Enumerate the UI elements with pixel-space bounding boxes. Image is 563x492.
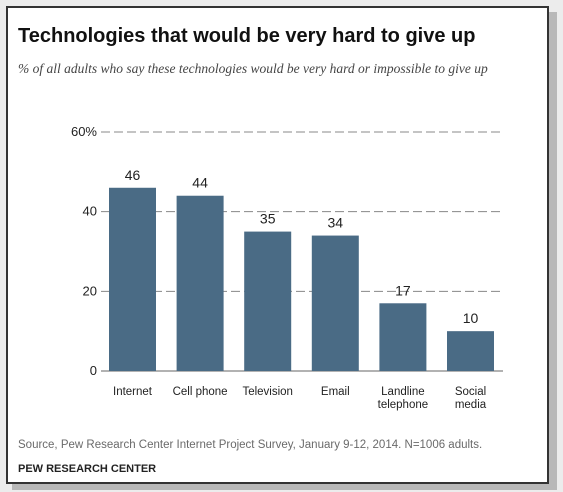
bar-chart: 0 20 40 60% 46 Internet 44 Cell phone 35 Televisi…: [71, 124, 503, 411]
bar-4: [379, 303, 427, 371]
data-label-4: 17: [395, 282, 411, 298]
x-tick-label-1-0: Cell phone: [173, 386, 228, 398]
data-label-1: 44: [192, 175, 208, 191]
x-tick-label-2-0: Television: [242, 386, 293, 398]
source-note: Source, Pew Research Center Internet Pro…: [18, 439, 483, 451]
x-tick-label-4-0: Landline: [381, 386, 424, 398]
x-tick-label-4-1: telephone: [378, 399, 429, 411]
x-tick-label-5-0: Social: [455, 386, 486, 398]
y-tick-label-60: 60%: [71, 124, 97, 139]
gridlines: [101, 131, 503, 372]
data-label-2: 35: [260, 211, 276, 227]
x-tick-label-0-0: Internet: [113, 386, 153, 398]
chart-title: Technologies that would be very hard to …: [18, 25, 476, 47]
y-tick-label-20: 20: [83, 283, 97, 298]
bar-2: [244, 231, 292, 371]
data-label-5: 10: [463, 310, 479, 326]
credit-line: PEW RESEARCH CENTER: [18, 463, 157, 475]
data-label-3: 34: [328, 215, 344, 231]
chart-subtitle: % of all adults who say these technologi…: [18, 61, 488, 76]
card-shadow-bottom: [12, 484, 557, 490]
x-tick-label-3-0: Email: [321, 386, 350, 398]
bar-5: [447, 331, 494, 371]
y-tick-label-0: 0: [90, 363, 97, 378]
bars: [109, 187, 494, 371]
y-tick-label-40: 40: [83, 204, 97, 219]
bar-1: [176, 195, 224, 371]
labels: 0 20 40 60% 46 Internet 44 Cell phone 35 Televisi…: [71, 124, 487, 411]
data-label-0: 46: [125, 167, 141, 183]
bar-0: [109, 187, 156, 371]
x-tick-label-5-1: media: [455, 399, 487, 411]
bar-3: [311, 235, 359, 371]
card-shadow-right: [549, 12, 557, 486]
